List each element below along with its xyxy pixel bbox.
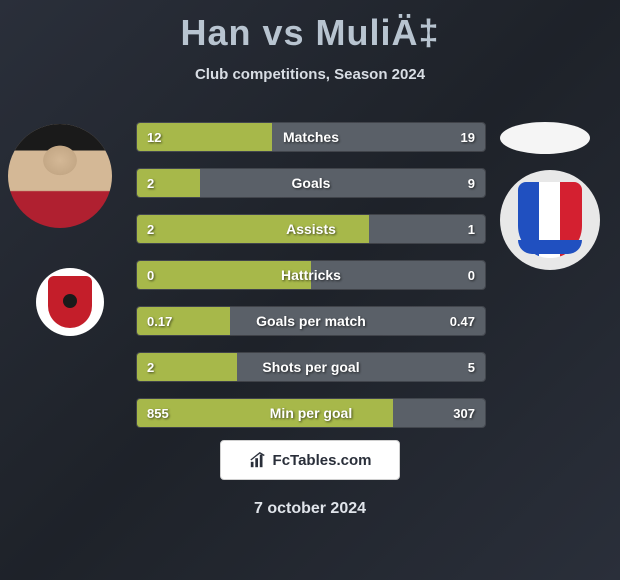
stat-value-right: 307 <box>453 399 475 427</box>
stat-label: Goals per match <box>137 307 485 335</box>
stat-row: Goals2 9 <box>136 168 486 198</box>
stat-value-left: 12 <box>147 123 161 151</box>
stat-value-right: 0 <box>468 261 475 289</box>
stat-value-left: 2 <box>147 169 154 197</box>
stat-label: Hattricks <box>137 261 485 289</box>
stat-value-right: 0.47 <box>450 307 475 335</box>
date-label: 7 october 2024 <box>0 500 620 518</box>
stat-value-left: 855 <box>147 399 169 427</box>
subtitle: Club competitions, Season 2024 <box>0 66 620 83</box>
stat-row: Matches12 19 <box>136 122 486 152</box>
stat-value-left: 0 <box>147 261 154 289</box>
player-right-avatar <box>500 122 590 154</box>
stat-row: Min per goal855 307 <box>136 398 486 428</box>
player-left-avatar <box>8 124 112 228</box>
stat-label: Min per goal <box>137 399 485 427</box>
site-logo[interactable]: FcTables.com <box>220 440 400 480</box>
stat-row: Hattricks0 0 <box>136 260 486 290</box>
stat-label: Assists <box>137 215 485 243</box>
stat-label: Matches <box>137 123 485 151</box>
stats-panel: Matches1219Goals29Assists21Hattricks00Go… <box>136 122 486 444</box>
stat-value-left: 2 <box>147 215 154 243</box>
club-right-badge <box>500 170 600 270</box>
stat-row: Goals per match0.17 0.47 <box>136 306 486 336</box>
stat-label: Shots per goal <box>137 353 485 381</box>
stat-value-left: 0.17 <box>147 307 172 335</box>
stat-value-right: 19 <box>461 123 475 151</box>
stat-value-right: 5 <box>468 353 475 381</box>
page-title: Han vs MuliÄ‡ <box>0 0 620 54</box>
stat-value-right: 9 <box>468 169 475 197</box>
chart-icon <box>249 451 267 469</box>
stat-row: Shots per goal2 5 <box>136 352 486 382</box>
stat-value-left: 2 <box>147 353 154 381</box>
club-left-badge <box>36 268 104 336</box>
logo-text: FcTables.com <box>273 452 372 469</box>
stat-value-right: 1 <box>468 215 475 243</box>
stat-label: Goals <box>137 169 485 197</box>
stat-row: Assists2 1 <box>136 214 486 244</box>
